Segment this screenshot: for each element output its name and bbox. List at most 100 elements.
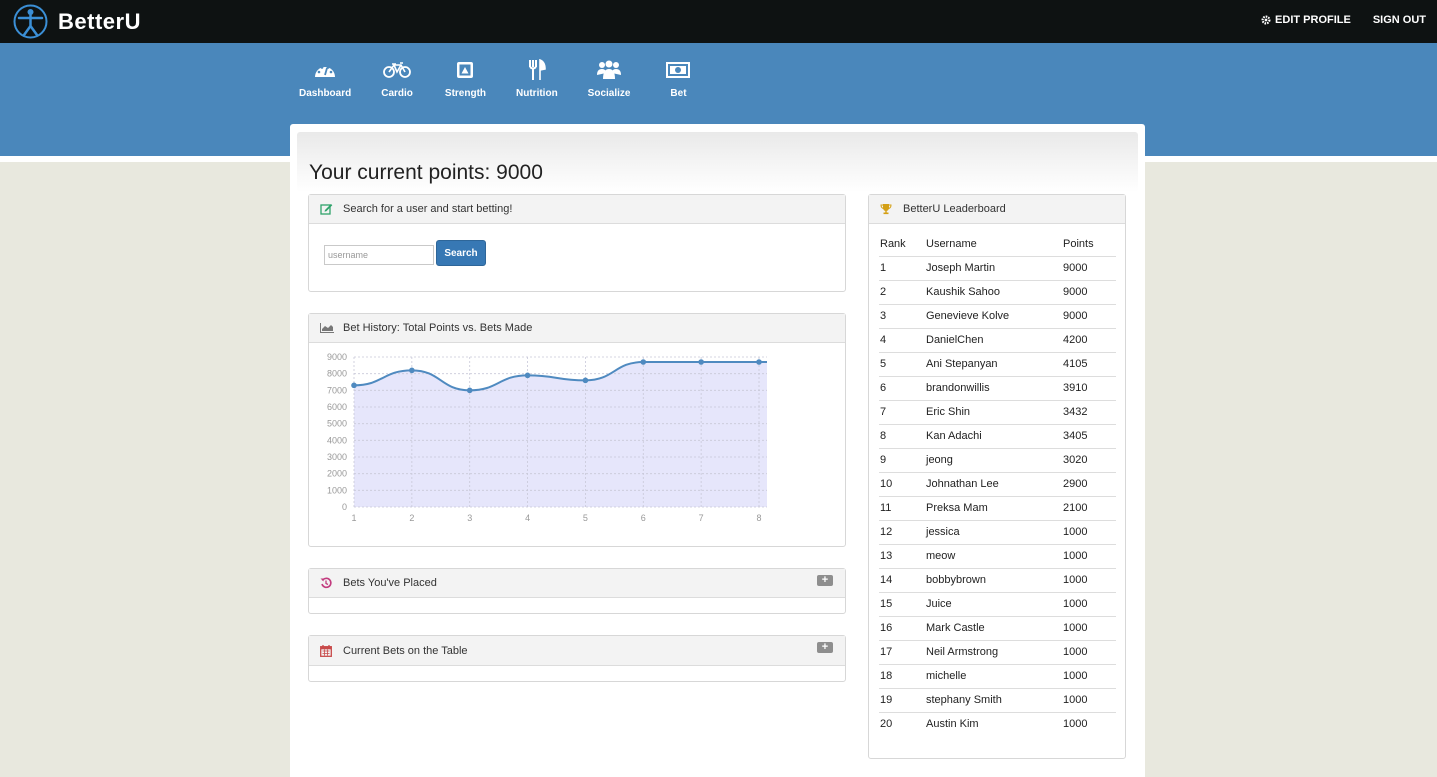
rank-cell: 8	[879, 424, 925, 449]
x-tick-label: 8	[756, 513, 761, 523]
table-row: 8 Kan Adachi 3405	[879, 424, 1116, 449]
current-bets-title: Current Bets on the Table	[343, 644, 468, 657]
rank-cell: 4	[879, 328, 925, 353]
leaderboard-title: BetterU Leaderboard	[903, 203, 1006, 215]
username-cell: stephany Smith	[925, 688, 1062, 713]
username-column-header: Username	[925, 232, 1062, 257]
rank-cell: 18	[879, 664, 925, 689]
table-row: 1 Joseph Martin 9000	[879, 256, 1116, 281]
points-cell: 2900	[1062, 472, 1116, 497]
expand-current-bets-button[interactable]: +	[817, 642, 833, 653]
rank-column-header: Rank	[879, 232, 925, 257]
username-cell: brandonwillis	[925, 376, 1062, 401]
nav-dashboard[interactable]: Dashboard	[291, 59, 359, 103]
chart-data-point	[756, 359, 762, 365]
strength-icon	[456, 59, 474, 81]
nav-nutrition-label: Nutrition	[516, 88, 558, 99]
points-cell: 1000	[1062, 592, 1116, 617]
nav-nutrition[interactable]: Nutrition	[508, 59, 566, 103]
history-icon	[320, 577, 334, 589]
points-cell: 1000	[1062, 688, 1116, 713]
bets-placed-panel: Bets You've Placed +	[308, 568, 846, 614]
trophy-icon	[880, 203, 894, 215]
points-cell: 1000	[1062, 616, 1116, 641]
username-cell: Juice	[925, 592, 1062, 617]
points-cell: 1000	[1062, 568, 1116, 593]
logo[interactable]: BetterU	[13, 4, 141, 39]
rank-cell: 13	[879, 544, 925, 569]
chart-data-point	[582, 377, 589, 384]
rank-cell: 10	[879, 472, 925, 497]
username-search-input[interactable]	[324, 245, 434, 265]
current-bets-panel: Current Bets on the Table +	[308, 635, 846, 682]
username-cell: Austin Kim	[926, 718, 979, 731]
users-icon	[597, 59, 622, 81]
username-cell: Kaushik Sahoo	[925, 280, 1062, 305]
points-cell: 3432	[1062, 400, 1116, 425]
chart-data-point	[409, 367, 415, 374]
nav-strength[interactable]: Strength	[437, 59, 494, 103]
username-cell: Preksa Mam	[925, 496, 1062, 521]
chart-area-fill	[354, 362, 767, 507]
username-cell: Ani Stepanyan	[925, 352, 1062, 377]
vitruvian-logo-icon	[13, 4, 48, 39]
rank-cell: 11	[879, 496, 925, 521]
edit-profile-label: EDIT PROFILE	[1275, 14, 1351, 26]
x-tick-label: 5	[583, 513, 588, 523]
search-panel-title: Search for a user and start betting!	[343, 203, 513, 215]
table-row: 2 Kaushik Sahoo 9000	[879, 280, 1116, 305]
chart-data-point	[640, 359, 647, 365]
y-tick-label: 4000	[327, 435, 347, 445]
nav-cardio-label: Cardio	[381, 88, 413, 99]
table-row: 10 Johnathan Lee 2900	[879, 472, 1116, 497]
table-row: 6 brandonwillis 3910	[879, 376, 1116, 401]
chart-data-point	[698, 359, 704, 365]
y-tick-label: 9000	[327, 352, 347, 362]
bet-history-panel: Bet History: Total Points vs. Bets Made …	[308, 313, 846, 547]
gear-icon	[1261, 15, 1271, 25]
y-tick-label: 6000	[327, 402, 347, 412]
nav-socialize[interactable]: Socialize	[580, 59, 639, 103]
calendar-icon	[320, 644, 334, 657]
dashboard-icon	[314, 59, 336, 81]
chart-data-point	[524, 372, 531, 379]
chart-series-line	[353, 361, 767, 392]
search-button[interactable]: Search	[436, 240, 486, 266]
leaderboard-header: BetterU Leaderboard	[869, 195, 1125, 224]
edit-icon	[320, 203, 334, 215]
table-row: 15 Juice 1000	[879, 592, 1116, 617]
area-chart-icon	[320, 323, 334, 333]
username-cell: Johnathan Lee	[925, 472, 1062, 497]
rank-cell: 17	[879, 640, 925, 665]
username-cell: Eric Shin	[925, 400, 1062, 425]
points-cell: 4105	[1062, 352, 1116, 377]
nav-bet[interactable]: Bet	[658, 59, 698, 103]
points-cell: 3910	[1062, 376, 1116, 401]
username-cell: jeong	[925, 448, 1062, 473]
rank-cell: 3	[879, 304, 925, 329]
nav-dashboard-label: Dashboard	[299, 88, 352, 99]
table-row: 18 michelle 1000	[879, 664, 1116, 689]
nav-cardio[interactable]: Cardio	[373, 59, 421, 103]
sign-out-link[interactable]: SIGN OUT	[1373, 14, 1426, 26]
rank-cell: 7	[879, 400, 925, 425]
cutlery-icon	[528, 59, 546, 81]
leaderboard-table: Rank Username Points 1 Joseph Martin 9000 2…	[879, 232, 1116, 736]
points-cell: 1000	[1062, 520, 1116, 545]
x-tick-label: 7	[699, 513, 704, 523]
expand-bets-placed-button[interactable]: +	[817, 575, 833, 586]
nav-bet-label: Bet	[670, 88, 687, 99]
username-cell: michelle	[925, 664, 1062, 689]
points-cell: 1000	[1062, 544, 1116, 569]
chart-data-point	[466, 387, 473, 394]
username-cell: DanielChen	[925, 328, 1062, 353]
y-tick-label: 3000	[327, 452, 347, 462]
points-cell: 1000	[1062, 640, 1116, 665]
x-tick-label: 4	[525, 513, 530, 523]
sign-out-label: SIGN OUT	[1372, 14, 1426, 26]
edit-profile-link[interactable]: EDIT PROFILE	[1261, 14, 1351, 26]
rank-cell: 19	[879, 688, 925, 713]
top-bar: BetterU EDIT PROFILE SIGN OUT	[0, 0, 1437, 43]
username-cell: bobbybrown	[925, 568, 1062, 593]
table-row: 3 Genevieve Kolve 9000	[879, 304, 1116, 329]
